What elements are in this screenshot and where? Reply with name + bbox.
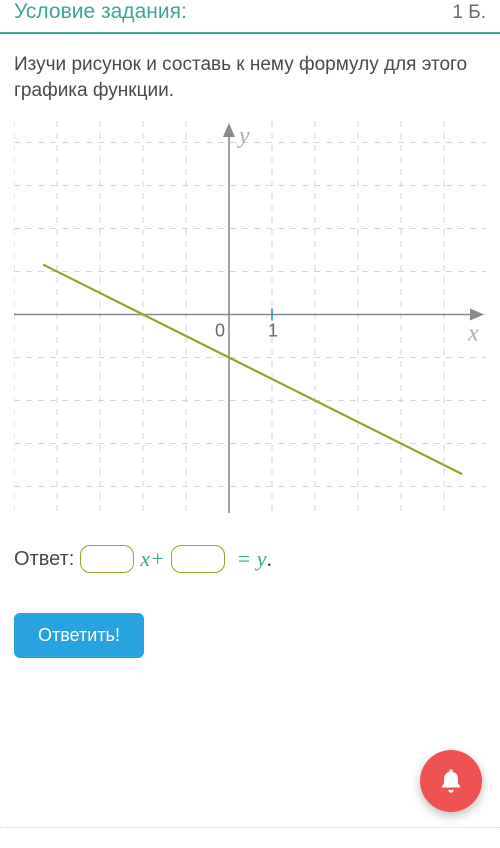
task-header: Условие задания: 1 Б.	[0, 0, 500, 34]
answer-label: Ответ:	[14, 548, 74, 571]
task-header-points: 1 Б.	[452, 2, 486, 24]
task-description: Изучи рисунок и составь к нему формулу д…	[0, 34, 500, 113]
variable-x: x+	[140, 546, 165, 572]
answer-row: Ответ: x+ = y.	[0, 523, 500, 583]
coefficient-input-1[interactable]	[80, 545, 134, 573]
bell-icon	[437, 767, 465, 795]
notifications-button[interactable]	[420, 750, 482, 812]
coefficient-input-2[interactable]	[171, 545, 225, 573]
section-divider	[0, 827, 500, 828]
submit-button[interactable]: Ответить!	[14, 613, 144, 658]
svg-text:y: y	[237, 123, 250, 149]
task-header-title: Условие задания:	[14, 0, 187, 24]
svg-text:x: x	[467, 321, 479, 347]
svg-text:1: 1	[268, 321, 278, 341]
svg-text:0: 0	[215, 321, 225, 341]
equals-y: = y.	[231, 546, 272, 572]
chart-container: y x 0 1	[0, 113, 500, 523]
function-graph: y x 0 1	[14, 121, 486, 513]
